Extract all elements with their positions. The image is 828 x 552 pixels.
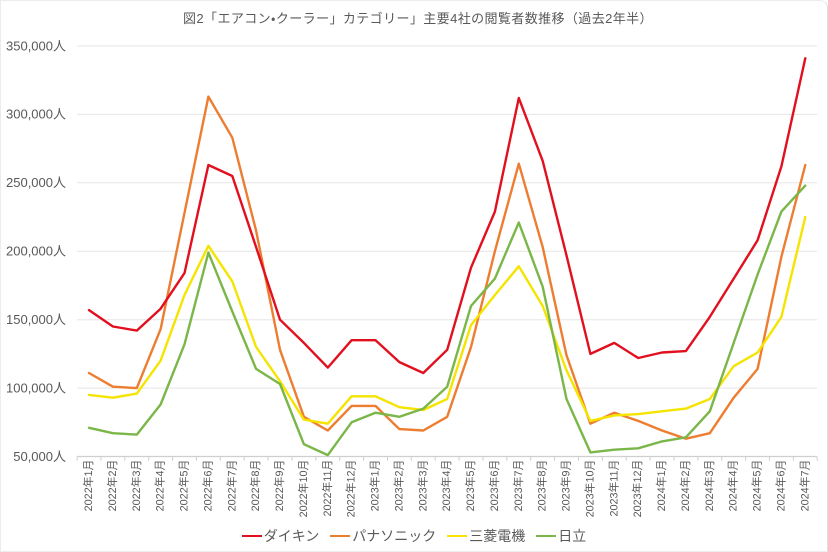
svg-text:2024年4月: 2024年4月 — [726, 460, 740, 512]
svg-text:2023年7月: 2023年7月 — [511, 460, 525, 512]
svg-text:2022年4月: 2022年4月 — [153, 460, 167, 512]
svg-text:2023年11月: 2023年11月 — [606, 460, 620, 517]
svg-text:250,000人: 250,000人 — [6, 175, 66, 190]
svg-text:2023年5月: 2023年5月 — [463, 460, 477, 512]
svg-text:2022年9月: 2022年9月 — [272, 460, 286, 512]
svg-text:2023年2月: 2023年2月 — [391, 460, 405, 512]
svg-text:2022年1月: 2022年1月 — [81, 460, 95, 512]
svg-text:300,000人: 300,000人 — [6, 107, 66, 122]
svg-text:2022年7月: 2022年7月 — [224, 460, 238, 512]
svg-text:2024年1月: 2024年1月 — [654, 460, 668, 512]
svg-text:2023年1月: 2023年1月 — [368, 460, 382, 512]
svg-text:2023年10月: 2023年10月 — [582, 460, 596, 518]
svg-text:2022年2月: 2022年2月 — [105, 460, 119, 512]
svg-text:2024年5月: 2024年5月 — [750, 460, 764, 512]
svg-text:2024年7月: 2024年7月 — [797, 460, 811, 512]
svg-text:2022年12月: 2022年12月 — [344, 460, 358, 518]
svg-text:2024年6月: 2024年6月 — [773, 460, 787, 512]
svg-text:350,000人: 350,000人 — [6, 38, 66, 53]
svg-text:2023年4月: 2023年4月 — [439, 460, 453, 512]
svg-text:2023年6月: 2023年6月 — [487, 460, 501, 512]
svg-text:2023年3月: 2023年3月 — [415, 460, 429, 512]
svg-text:2024年3月: 2024年3月 — [702, 460, 716, 512]
svg-text:2022年3月: 2022年3月 — [129, 460, 143, 512]
svg-text:2022年6月: 2022年6月 — [200, 460, 214, 512]
svg-text:100,000人: 100,000人 — [6, 380, 66, 395]
svg-text:2023年12月: 2023年12月 — [630, 460, 644, 518]
svg-text:2023年9月: 2023年9月 — [559, 460, 573, 512]
svg-text:2022年5月: 2022年5月 — [177, 460, 191, 512]
svg-text:200,000人: 200,000人 — [6, 244, 66, 259]
svg-text:150,000人: 150,000人 — [6, 312, 66, 327]
svg-text:2022年8月: 2022年8月 — [248, 460, 262, 512]
svg-text:2023年8月: 2023年8月 — [535, 460, 549, 512]
svg-text:50,000人: 50,000人 — [13, 449, 66, 464]
svg-text:2024年2月: 2024年2月 — [678, 460, 692, 512]
svg-text:2022年11月: 2022年11月 — [320, 460, 334, 517]
svg-text:2022年10月: 2022年10月 — [296, 460, 310, 518]
